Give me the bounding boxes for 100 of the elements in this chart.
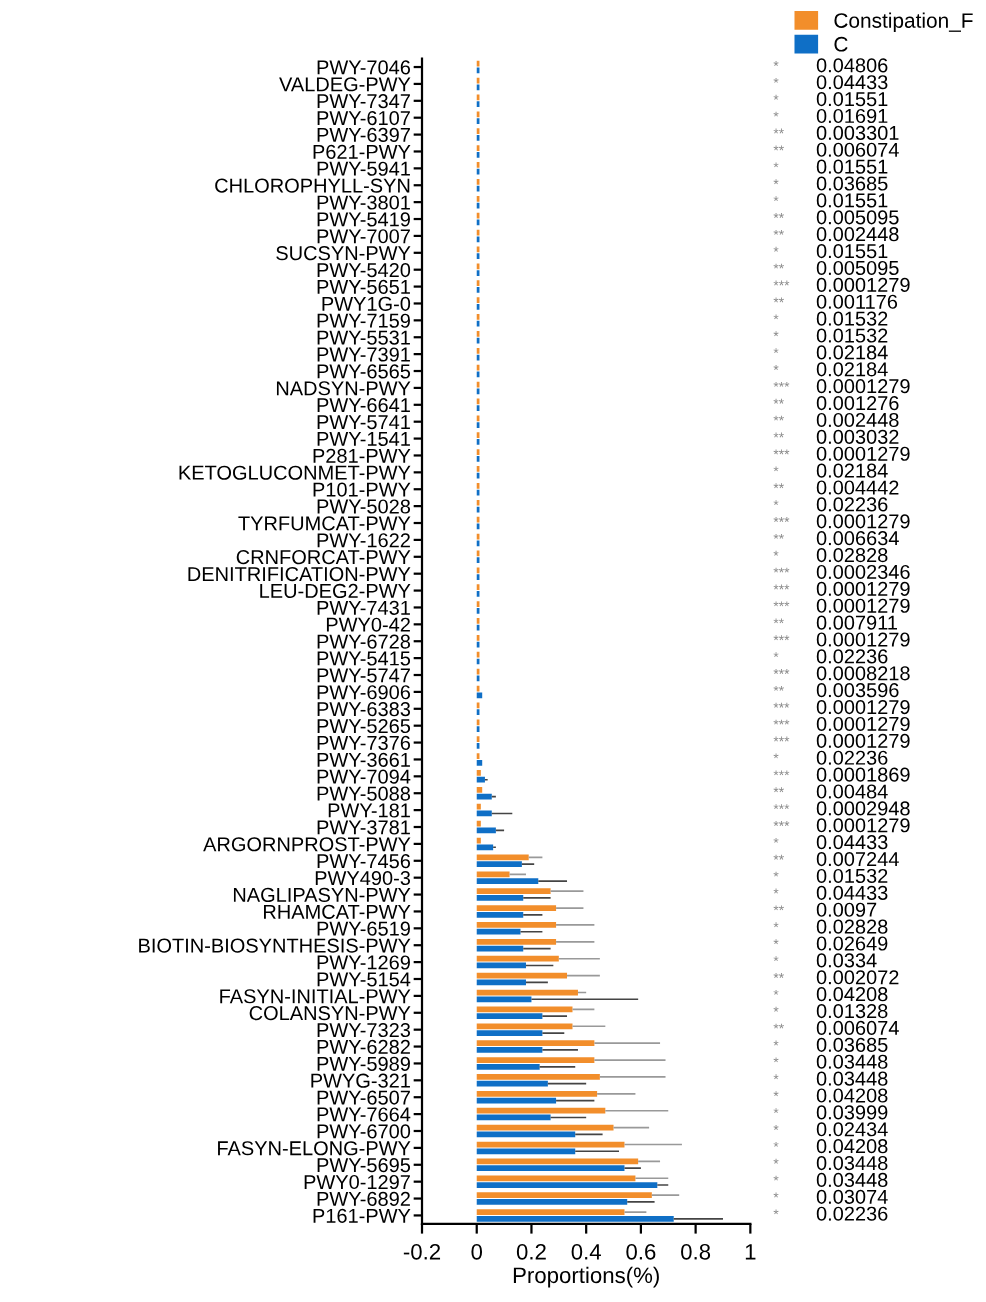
bar xyxy=(476,1199,628,1205)
bar xyxy=(476,692,483,699)
y-tick-label: PWY-7347 xyxy=(317,94,410,109)
y-tick-label: FASYN-ELONG-PWY xyxy=(218,1141,411,1156)
y-tick-label: PWY-5989 xyxy=(317,1056,410,1071)
y-tick-label: PWY-5651 xyxy=(317,279,410,295)
y-tick-label: PWY-5747 xyxy=(317,668,410,683)
bar xyxy=(476,1030,543,1036)
y-tick-label: P101-PWY xyxy=(313,482,411,497)
y-tick-label: PWY-5088 xyxy=(317,786,411,801)
y-tick-label: PWY-3781 xyxy=(317,820,410,835)
y-tick-label: PWY0-1297 xyxy=(304,1174,410,1190)
y-tick-label: PWY-181 xyxy=(328,803,410,818)
y-tick-label: PWY-7046 xyxy=(317,60,411,75)
bar xyxy=(476,1090,598,1097)
y-tick-label: PWY-5028 xyxy=(317,499,411,514)
bar xyxy=(476,1148,576,1155)
bar xyxy=(476,1175,636,1182)
bar xyxy=(476,1057,595,1063)
y-tick-label: PWY-7664 xyxy=(317,1107,411,1122)
y-tick-label: PWY-5531 xyxy=(317,330,410,345)
y-tick-label: KETOGLUCONMET-PWY xyxy=(179,465,411,480)
bar xyxy=(476,1047,543,1053)
bar xyxy=(476,955,559,962)
y-tick-label: PWY-3661 xyxy=(317,752,410,767)
bar xyxy=(476,905,557,911)
bar xyxy=(476,871,510,878)
y-tick-label: FASYN-INITIAL-PWY xyxy=(220,989,411,1004)
bar xyxy=(476,911,524,918)
y-tick-label: ARGORNPROST-PWY xyxy=(203,837,411,852)
y-tick-label: LEU-DEG2-PWY xyxy=(260,583,411,599)
x-tick-label: 0.4 xyxy=(571,1243,601,1260)
y-tick-label: P621-PWY xyxy=(313,144,411,159)
bar xyxy=(476,922,557,928)
x-tick-label: 0.8 xyxy=(681,1243,711,1260)
y-tick-label: RHAMCAT-PWY xyxy=(264,904,411,919)
y-tick-label: CHLOROPHYLL-SYN xyxy=(215,178,410,193)
y-tick-label: VALDEG-PWY xyxy=(279,77,411,92)
y-tick-label: PWY-7159 xyxy=(317,313,410,328)
bar xyxy=(476,1215,674,1222)
y-tick-label: PWY-6397 xyxy=(317,127,410,143)
y-tick-label: NADSYN-PWY xyxy=(276,381,411,396)
bar xyxy=(476,878,539,884)
bar xyxy=(476,996,532,1003)
y-tick-label: PWY1G-0 xyxy=(322,296,411,311)
bar xyxy=(476,759,483,766)
y-tick-label: PWY-7323 xyxy=(317,1022,411,1038)
bar xyxy=(476,1192,652,1199)
y-tick-label: PWY-1622 xyxy=(317,533,410,548)
y-tick-label: PWY-6282 xyxy=(317,1039,410,1054)
x-tick-label: 0 xyxy=(471,1243,483,1260)
y-tick-label: PWY-6728 xyxy=(317,634,411,649)
y-tick-label: PWY-3801 xyxy=(317,195,410,210)
bar xyxy=(476,844,494,851)
x-tick-label: 0.6 xyxy=(626,1243,656,1260)
y-tick-label: COLANSYN-PWY xyxy=(249,1006,411,1021)
y-tick-label: PWY-5941 xyxy=(317,161,410,176)
bar xyxy=(476,1165,625,1172)
y-tick-label: P161-PWY xyxy=(313,1208,411,1223)
legend-label: C xyxy=(834,36,848,52)
y-tick-label: PWY-7376 xyxy=(317,735,411,751)
bar xyxy=(476,1063,540,1070)
bar xyxy=(476,938,557,945)
x-axis-title: Proportions(%) xyxy=(513,1266,659,1288)
bar xyxy=(476,1182,658,1188)
bar xyxy=(476,895,524,901)
y-tick-label: PWY-6519 xyxy=(317,921,410,936)
y-tick-label: DENITRIFICATION-PWY xyxy=(188,566,411,582)
y-tick-label: PWY-6383 xyxy=(317,702,411,717)
bar xyxy=(476,776,485,783)
y-tick-label: PWY-7456 xyxy=(317,854,411,869)
bar xyxy=(476,888,551,895)
y-tick-label: PWY-5695 xyxy=(317,1158,411,1173)
y-tick-label: PWY-5415 xyxy=(317,651,411,666)
y-tick-label: PWY490-3 xyxy=(315,870,411,886)
y-tick-label: PWY0-42 xyxy=(326,617,410,632)
y-tick-label: PWY-1541 xyxy=(317,432,410,447)
bar xyxy=(476,1013,543,1020)
y-tick-label: PWY-6507 xyxy=(317,1090,410,1105)
y-tick-label: SUCSYN-PWY xyxy=(276,246,411,261)
y-tick-label: PWY-7431 xyxy=(317,600,410,615)
y-tick-label: PWY-7007 xyxy=(317,229,410,244)
y-tick-label: PWY-6700 xyxy=(317,1124,411,1139)
bar xyxy=(476,928,521,935)
bar xyxy=(476,1209,625,1215)
bar xyxy=(476,1107,606,1114)
bar xyxy=(476,786,483,793)
x-tick-label: -0.2 xyxy=(403,1243,441,1260)
y-tick-label: NAGLIPASYN-PWY xyxy=(233,887,411,902)
x-tick-label: 0.2 xyxy=(516,1243,546,1260)
y-tick-label: PWY-5741 xyxy=(317,415,410,430)
y-tick-label: PWY-5420 xyxy=(317,262,411,278)
y-tick-label: PWY-5419 xyxy=(317,212,410,227)
y-tick-label: PWY-5265 xyxy=(317,718,411,734)
y-tick-label: PWY-7391 xyxy=(317,347,410,362)
y-tick-label: TYRFUMCAT-PWY xyxy=(238,516,411,531)
y-tick-label: PWY-6892 xyxy=(317,1191,410,1206)
y-tick-label: PWY-5154 xyxy=(317,972,411,987)
y-tick-label: BIOTIN-BIOSYNTHESIS-PWY xyxy=(139,938,411,953)
bar xyxy=(476,1074,600,1080)
